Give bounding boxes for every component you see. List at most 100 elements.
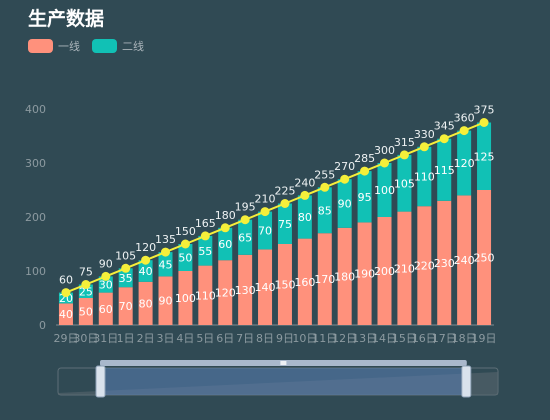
total-point[interactable] — [161, 247, 170, 257]
bar-line2[interactable] — [178, 244, 193, 271]
data-label-total: 60 — [59, 274, 73, 287]
bar-line2[interactable] — [457, 130, 472, 196]
total-point[interactable] — [340, 174, 350, 184]
bar-line2[interactable] — [477, 122, 492, 191]
total-point[interactable] — [300, 190, 310, 200]
bar-line1[interactable] — [198, 265, 213, 325]
total-point[interactable] — [419, 142, 429, 152]
bar-line2[interactable] — [437, 138, 452, 201]
data-label-total: 255 — [314, 168, 335, 181]
total-point[interactable] — [479, 118, 489, 127]
total-point[interactable] — [360, 166, 370, 176]
total-point[interactable] — [180, 239, 190, 249]
bar-line2[interactable] — [277, 203, 292, 245]
bar-line2[interactable] — [337, 179, 352, 228]
bar-line2[interactable] — [297, 195, 312, 239]
bar-line1[interactable] — [118, 287, 133, 325]
datazoom-grip-icon — [280, 361, 287, 365]
bar-line1[interactable] — [457, 195, 472, 325]
bar-line1[interactable] — [377, 217, 392, 325]
x-tick-label: 11日 — [312, 332, 337, 345]
data-label-total: 150 — [175, 225, 196, 238]
bar-line1[interactable] — [477, 190, 492, 325]
legend-swatch-line2 — [92, 39, 117, 53]
bar-line1[interactable] — [58, 303, 73, 325]
bar-line2[interactable] — [138, 260, 153, 282]
total-point[interactable] — [61, 288, 71, 298]
legend-swatch-line1 — [28, 39, 53, 53]
bar-line1[interactable] — [218, 260, 233, 325]
bar-line2[interactable] — [317, 187, 332, 234]
bar-line1[interactable] — [78, 298, 93, 325]
bar-line1[interactable] — [98, 292, 113, 325]
data-label-total: 210 — [255, 193, 276, 206]
bar-line2[interactable] — [258, 211, 273, 250]
bar-line2[interactable] — [118, 268, 133, 288]
datazoom-end-handle[interactable] — [461, 365, 472, 398]
data-label-line1: 200 — [374, 265, 395, 278]
bar-line1[interactable] — [317, 233, 332, 325]
bar-line1[interactable] — [437, 200, 452, 325]
bar-line2[interactable] — [78, 284, 93, 299]
total-point[interactable] — [399, 150, 409, 160]
bar-line1[interactable] — [297, 238, 312, 325]
bar-line2[interactable] — [357, 171, 372, 223]
bar-line1[interactable] — [277, 244, 292, 325]
data-label-total: 240 — [294, 176, 315, 189]
bar-line2[interactable] — [417, 146, 432, 207]
bar-line1[interactable] — [158, 276, 173, 325]
bar-line2[interactable] — [98, 276, 113, 293]
bar-line2[interactable] — [397, 154, 412, 212]
bar-line2[interactable] — [377, 163, 392, 217]
total-point[interactable] — [459, 126, 469, 136]
data-label-total: 105 — [115, 249, 136, 262]
data-label-line2: 70 — [258, 225, 272, 238]
bar-line2[interactable] — [158, 252, 173, 277]
total-point[interactable] — [101, 271, 111, 281]
datazoom-start-handle[interactable] — [95, 365, 106, 398]
bar-line2[interactable] — [58, 292, 73, 304]
legend-item-line2[interactable]: 二线 — [92, 38, 144, 54]
total-point[interactable] — [380, 158, 389, 168]
bar-line1[interactable] — [178, 271, 193, 325]
x-tick-label: 14日 — [372, 332, 397, 345]
data-label-line2: 80 — [298, 211, 312, 224]
data-label-line2: 110 — [414, 171, 435, 184]
data-label-line1: 120 — [215, 287, 236, 300]
x-tick-label: 8日 — [256, 332, 274, 345]
bar-line1[interactable] — [258, 249, 273, 325]
total-point[interactable] — [81, 280, 91, 289]
bar-line2[interactable] — [238, 219, 253, 255]
total-point[interactable] — [280, 199, 290, 208]
datazoom-selected-range[interactable] — [100, 368, 467, 395]
data-label-line2: 95 — [358, 191, 372, 204]
bar-line1[interactable] — [397, 211, 412, 325]
bar-line1[interactable] — [417, 206, 432, 325]
x-tick-label: 3日 — [157, 332, 175, 345]
total-point[interactable] — [240, 215, 250, 225]
total-point[interactable] — [320, 182, 330, 192]
data-label-total: 135 — [155, 233, 176, 246]
total-point[interactable] — [141, 255, 151, 265]
total-point[interactable] — [121, 263, 131, 273]
y-tick-label: 400 — [25, 103, 46, 116]
x-tick-label: 10日 — [292, 332, 317, 345]
x-tick-label: 2日 — [137, 332, 155, 345]
legend-item-line1[interactable]: 一线 — [28, 38, 80, 54]
x-tick-label: 4日 — [176, 332, 194, 345]
bar-line1[interactable] — [357, 222, 372, 325]
total-point[interactable] — [439, 134, 449, 144]
data-label-line2: 45 — [159, 258, 173, 271]
x-tick-label: 16日 — [412, 332, 437, 345]
bar-line2[interactable] — [218, 227, 233, 261]
data-label-line1: 70 — [119, 300, 133, 313]
data-label-total: 285 — [354, 152, 375, 165]
total-point[interactable] — [200, 231, 210, 241]
total-point[interactable] — [260, 207, 270, 217]
total-point[interactable] — [220, 223, 230, 233]
bar-line1[interactable] — [238, 254, 253, 325]
bar-line1[interactable] — [138, 281, 153, 325]
bar-line1[interactable] — [337, 227, 352, 325]
bar-line2[interactable] — [198, 235, 213, 266]
